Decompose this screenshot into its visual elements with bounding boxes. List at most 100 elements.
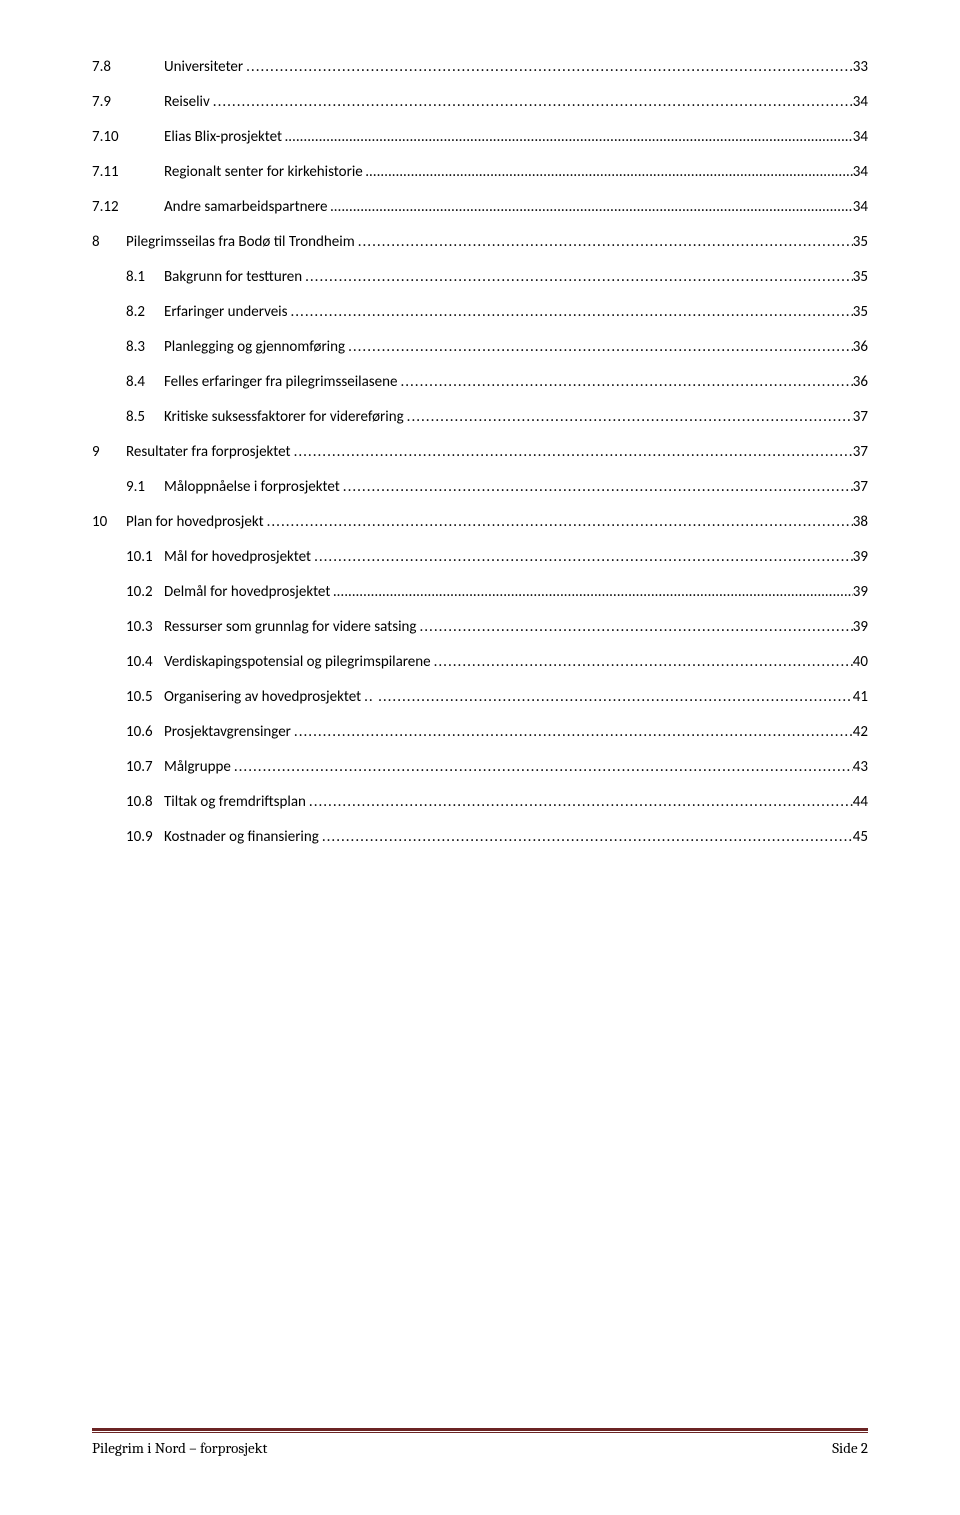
toc-page-number: 39 — [853, 547, 868, 568]
toc-page-number: 37 — [853, 442, 868, 463]
toc-leader: ........................................… — [404, 407, 853, 428]
toc-leader: ........................................… — [264, 512, 853, 533]
toc-label: Delmål for hovedprosjektet — [164, 582, 330, 603]
toc-entry: 10.7Målgruppe ..........................… — [92, 757, 868, 778]
toc-page-number: 38 — [853, 512, 868, 533]
toc-number: 7.12 — [92, 197, 164, 218]
toc-page-number: 43 — [853, 757, 868, 778]
toc-page-number: 37 — [853, 477, 868, 498]
footer-text-row: Pilegrim i Nord – forprosjekt Side 2 — [92, 1439, 868, 1457]
footer-rule-thin — [92, 1432, 868, 1433]
toc-entry: 7.8Universiteter .......................… — [92, 57, 868, 78]
toc-number: 10.4 — [92, 652, 164, 673]
toc-leader: …………………………………………………………………………………………………………… — [282, 127, 853, 148]
toc-number: 10.5 — [92, 687, 164, 708]
toc-leader: ........................................… — [231, 757, 853, 778]
toc-entry: 10.1Mål for hovedprosjektet ............… — [92, 547, 868, 568]
toc-leader: ........................................… — [291, 442, 853, 463]
toc-label: Planlegging og gjennomføring — [164, 337, 345, 358]
footer-rule-thick — [92, 1428, 868, 1431]
toc-leader: ........................................… — [416, 617, 852, 638]
toc-page-number: 45 — [853, 827, 868, 848]
toc-leader: …………………………………………………………………………………………………………… — [330, 582, 852, 603]
toc-page-number: 35 — [853, 232, 868, 253]
toc-number: 8.1 — [92, 267, 164, 288]
toc-leader: ........................................… — [345, 337, 853, 358]
toc-page-number: 36 — [853, 372, 868, 393]
toc-leader: ........................................… — [311, 547, 853, 568]
toc-number: 10.3 — [92, 617, 164, 638]
toc-entry: 10.6Prosjektavgrensinger ...............… — [92, 722, 868, 743]
toc-label: Universiteter — [164, 57, 243, 78]
toc-number: 9.1 — [92, 477, 164, 498]
toc-entry: 10.3Ressurser som grunnlag for videre sa… — [92, 617, 868, 638]
toc-number: 10 — [92, 512, 126, 533]
toc-number: 10.9 — [92, 827, 164, 848]
toc-page-number: 36 — [853, 337, 868, 358]
toc-leader: ........................................… — [340, 477, 853, 498]
toc-page-number: 33 — [853, 57, 868, 78]
toc-number: 8.5 — [92, 407, 164, 428]
footer-right-text: Side 2 — [832, 1439, 868, 1457]
toc-leader: ........................................… — [397, 372, 852, 393]
toc-leader: ........................................… — [355, 232, 853, 253]
toc-leader: ........................................… — [302, 267, 853, 288]
page-footer: Pilegrim i Nord – forprosjekt Side 2 — [92, 1428, 868, 1457]
toc-number: 10.1 — [92, 547, 164, 568]
toc-entry: 7.9Reiseliv ............................… — [92, 92, 868, 113]
toc-number: 8.3 — [92, 337, 164, 358]
toc-entry: 7.12Andre samarbeidspartnere ……………………………… — [92, 197, 868, 218]
toc-entry: 10.4Verdiskapingspotensial og pilegrimsp… — [92, 652, 868, 673]
toc-label: Kritiske suksessfaktorer for videreførin… — [164, 407, 404, 428]
toc-label: Erfaringer underveis — [164, 302, 287, 323]
toc-number: 8.4 — [92, 372, 164, 393]
toc-leader: ........................................… — [319, 827, 853, 848]
toc-leader: ........................................… — [243, 57, 853, 78]
toc-label: Organisering av hovedprosjektet — [164, 687, 361, 708]
toc-entry: 8.4Felles erfaringer fra pilegrimsseilas… — [92, 372, 868, 393]
toc-label: Andre samarbeidspartnere — [164, 197, 327, 218]
toc-leader: …………………………………………………………………………………………………………… — [363, 162, 853, 183]
toc-label: Kostnader og finansiering — [164, 827, 319, 848]
toc-entry: 10.9Kostnader og finansiering ..........… — [92, 827, 868, 848]
toc-entry: 10.8Tiltak og fremdriftsplan ...........… — [92, 792, 868, 813]
toc-number: 7.10 — [92, 127, 164, 148]
toc-page-number: 35 — [853, 267, 868, 288]
toc-entry: 10.5Organisering av hovedprosjektet.. ..… — [92, 687, 868, 708]
toc-page-number: 37 — [853, 407, 868, 428]
toc-label: Felles erfaringer fra pilegrimsseilasene — [164, 372, 397, 393]
toc-entry: 10Plan for hovedprosjekt ...............… — [92, 512, 868, 533]
toc-label: Pilegrimsseilas fra Bodø til Trondheim — [126, 232, 355, 253]
toc-entry: 8Pilegrimsseilas fra Bodø til Trondheim … — [92, 232, 868, 253]
toc-label: Reiseliv — [164, 92, 210, 113]
toc-entry: 9.1Måloppnåelse i forprosjektet ........… — [92, 477, 868, 498]
toc-label: Måloppnåelse i forprosjektet — [164, 477, 340, 498]
toc-page-number: 44 — [853, 792, 868, 813]
toc-label: Bakgrunn for testturen — [164, 267, 302, 288]
toc-number: 8 — [92, 232, 126, 253]
toc-label: Ressurser som grunnlag for videre satsin… — [164, 617, 416, 638]
toc-number: 7.8 — [92, 57, 164, 78]
toc-label: Plan for hovedprosjekt — [126, 512, 264, 533]
toc-page-number: 34 — [853, 197, 868, 218]
toc-number: 7.11 — [92, 162, 164, 183]
footer-left-text: Pilegrim i Nord – forprosjekt — [92, 1439, 267, 1457]
toc-number: 9 — [92, 442, 126, 463]
table-of-contents: 7.8Universiteter .......................… — [92, 57, 868, 848]
toc-page-number: 34 — [853, 127, 868, 148]
toc-label: Resultater fra forprosjektet — [126, 442, 291, 463]
toc-page-number: 40 — [853, 652, 868, 673]
toc-page-number: 39 — [853, 582, 868, 603]
toc-leader: ........................................… — [306, 792, 853, 813]
toc-entry: 7.10Elias Blix-prosjektet ……………………………………… — [92, 127, 868, 148]
toc-leader: ........................................… — [291, 722, 853, 743]
toc-page-number: 35 — [853, 302, 868, 323]
toc-number: 10.2 — [92, 582, 164, 603]
toc-page-number: 34 — [853, 92, 868, 113]
toc-number: 10.8 — [92, 792, 164, 813]
toc-label: Mål for hovedprosjektet — [164, 547, 311, 568]
toc-leader: …………………………………………………………………………………………………………… — [327, 197, 852, 218]
toc-page-number: 41 — [853, 687, 868, 708]
toc-entry: 10.2Delmål for hovedprosjektet ………………………… — [92, 582, 868, 603]
toc-entry: 9Resultater fra forprosjektet ..........… — [92, 442, 868, 463]
